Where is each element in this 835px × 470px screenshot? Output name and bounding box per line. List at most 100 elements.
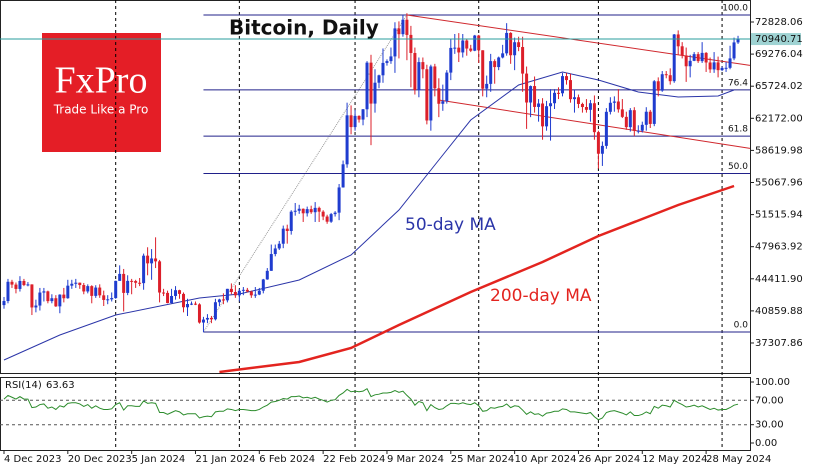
candle-body (249, 291, 253, 296)
candle-body (377, 75, 381, 83)
candle-body (293, 210, 297, 212)
x-tick-label: 9 Mar 2024 (387, 454, 444, 465)
candle-body (178, 290, 182, 294)
candle-body (2, 301, 6, 306)
candle-body (337, 187, 341, 213)
candle-body (588, 103, 592, 110)
x-tick-label: 4 Dec 2023 (4, 454, 62, 465)
candle-body (712, 62, 716, 70)
candle-body (18, 280, 22, 289)
candle-body (62, 294, 66, 299)
candle-body (333, 212, 337, 215)
candle-body (724, 67, 728, 69)
candle-body (38, 292, 42, 306)
y-tick-label: 40859.88 (755, 306, 803, 317)
candle-body (373, 82, 377, 104)
candle-body (166, 292, 170, 304)
ma-line (219, 184, 735, 373)
candle-body (517, 42, 521, 48)
candle-body (521, 47, 525, 74)
candle-body (608, 102, 612, 112)
candle-body (54, 298, 58, 307)
candle-body (501, 53, 505, 58)
x-tick-label: 10 Apr 2024 (515, 454, 577, 465)
current-price-box (751, 33, 801, 46)
candle-body (553, 92, 557, 104)
candle-body (696, 54, 700, 62)
candle-body (485, 83, 489, 89)
candle-body (221, 299, 225, 301)
candle-body (493, 61, 497, 68)
candle-body (624, 116, 628, 128)
candle-body (616, 101, 620, 110)
x-tick-label: 12 May 2024 (642, 454, 707, 465)
logo-tagline: Trade Like a Pro (53, 103, 149, 117)
candle-body (118, 273, 122, 281)
y-tick-label: 44411.90 (755, 274, 803, 285)
candle-body (672, 34, 676, 82)
candle-body (461, 40, 465, 53)
candle-body (313, 207, 317, 213)
candle-body (529, 86, 533, 103)
candle-body (604, 111, 608, 146)
candle-body (628, 110, 632, 128)
candle-body (305, 209, 309, 214)
x-tick-label: 6 Feb 2024 (259, 454, 315, 465)
candle-body (612, 101, 616, 103)
candle-body (285, 228, 289, 232)
candle-body (576, 97, 580, 104)
candle-body (321, 211, 325, 217)
x-tick-label: 25 Mar 2024 (451, 454, 514, 465)
candle-body (245, 289, 249, 292)
candle-body (497, 57, 501, 68)
candle-body (301, 208, 305, 214)
candle-body (341, 164, 345, 188)
candle-body (14, 284, 18, 289)
candle-body (138, 282, 142, 284)
candle-body (229, 288, 233, 292)
candle-body (289, 211, 293, 232)
candle-body (193, 303, 197, 305)
candle-body (425, 69, 429, 121)
candle-body (561, 76, 564, 94)
candle-body (30, 284, 34, 308)
candle-body (688, 60, 692, 67)
candle-body (533, 86, 537, 107)
candle-body (158, 261, 162, 293)
candle-body (66, 285, 70, 299)
candle-body (413, 52, 417, 91)
candle-body (237, 290, 241, 296)
candle-body (421, 62, 425, 70)
candle-body (417, 62, 421, 91)
series-label: 50-day MA (405, 215, 496, 235)
candle-body (453, 47, 457, 49)
candle-body (557, 92, 561, 94)
candle-body (676, 34, 680, 47)
rsi-line (3, 387, 739, 421)
candle-body (541, 103, 545, 127)
candle-body (42, 291, 46, 293)
candle-body (257, 290, 261, 295)
candle-body (389, 56, 393, 62)
logo-box (42, 33, 161, 152)
candle-body (126, 280, 130, 293)
rsi-tick-label: 70.00 (755, 395, 784, 406)
candle-body (636, 130, 640, 132)
candle-body (277, 243, 281, 249)
candle-body (34, 305, 38, 308)
candle-body (449, 47, 453, 73)
candle-body (584, 107, 588, 110)
watermark: FxPro Trade Like a Pro (42, 33, 161, 152)
candle-body (481, 50, 485, 89)
candle-body (70, 283, 74, 286)
candle-body (130, 280, 134, 282)
candle-body (345, 115, 349, 165)
candle-body (265, 270, 269, 280)
candle-body (632, 110, 636, 131)
candle-body (58, 294, 62, 307)
candle-body (708, 62, 712, 70)
x-tick-label: 5 Jan 2024 (132, 454, 186, 465)
candle-body (281, 228, 285, 244)
main-panel (0, 0, 751, 374)
